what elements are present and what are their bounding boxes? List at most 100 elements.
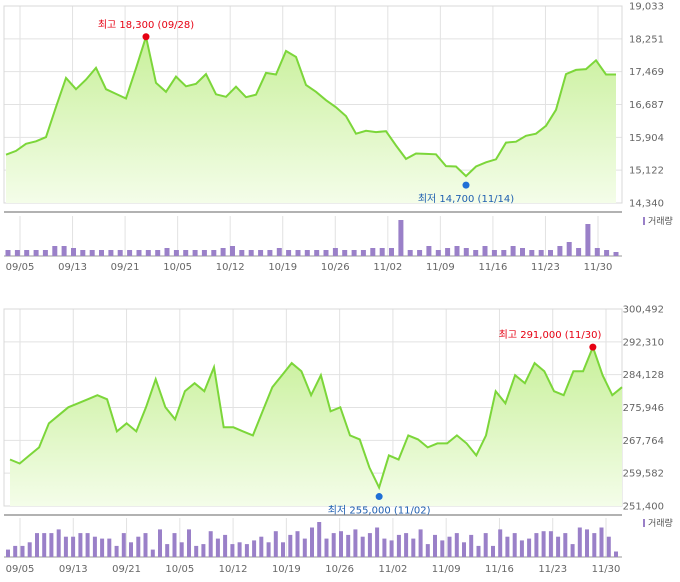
chart-1-volume-bar: [323, 250, 329, 256]
chart-2-volume-bar: [215, 538, 220, 557]
chart-2-volume-bar: [6, 549, 10, 557]
chart-2-volume-bar: [462, 542, 466, 557]
chart-2-volume-bar: [353, 529, 358, 557]
chart-1-volume-bar: [482, 246, 488, 256]
chart-2-volume-bar: [519, 540, 524, 557]
chart-2-volume-bar: [404, 533, 409, 557]
chart-2-x-tick-label: 09/13: [59, 564, 88, 575]
chart-1-volume-bar: [407, 250, 413, 256]
chart-2-volume-bar: [92, 536, 97, 557]
chart-1-volume-bar: [435, 250, 441, 256]
chart-2-volume-bar: [20, 545, 25, 557]
chart-2-volume-bar: [527, 538, 532, 557]
chart-2-volume-bar: [592, 533, 597, 557]
chart-1-x-tick-label: 10/26: [321, 262, 350, 272]
chart-2-x-tick-label: 10/19: [272, 564, 301, 575]
chart-1-volume-bar: [463, 248, 469, 256]
chart-2-y-tick-labels: 300,492 292,310 284,128 275,946 267,764 259,5…: [623, 305, 664, 513]
chart-2-volume-bar: [114, 545, 119, 557]
chart-2-volume-bar: [259, 536, 264, 557]
chart-2-max-marker: [589, 343, 597, 351]
chart-2-volume-bar: [158, 529, 162, 557]
chart-1-y-tick-label: 14,340: [629, 199, 664, 210]
chart-2-price-line: [9, 344, 623, 491]
chart-1-volume-bar: [510, 246, 516, 256]
chart-1-volume-bar: [295, 250, 301, 256]
chart-1-volume-bar: [286, 250, 292, 256]
chart-1-volume-bar: [155, 250, 161, 256]
chart-1-volume-bar: [80, 250, 86, 256]
chart-2-volume-bar: [498, 529, 503, 557]
chart-1-volume-bar: [604, 250, 610, 256]
chart-2-volume-bar: [563, 533, 568, 557]
chart-2-volume-bar: [150, 549, 155, 557]
chart-1-y-tick-label: 17,469: [629, 67, 664, 78]
chart-1-volume-bar: [248, 250, 254, 256]
chart-1-volume-bar: [258, 250, 264, 256]
chart-1-volume-bar: [370, 248, 376, 256]
chart-2-volume-bar: [440, 540, 445, 557]
chart-1-volume-bar: [201, 250, 207, 256]
chart-1-volume-bar: [5, 250, 11, 256]
chart-2-volume-bar: [367, 533, 372, 557]
chart-1-x-tick-label: 10/12: [216, 262, 245, 272]
chart-2-volume-bar: [244, 544, 249, 557]
chart-2-min-annotation: 최저 255,000 (11/02): [328, 505, 431, 517]
chart-1-volume-bar: [183, 250, 189, 256]
chart-1: 19,033 18,251 17,469 16,687 15,904 15,122 14,3…: [3, 2, 673, 272]
chart-1-volume-bar: [127, 250, 133, 256]
chart-1-volume-bar: [173, 250, 179, 256]
chart-2-volume-bar: [556, 536, 561, 557]
chart-1-volume-bar: [585, 224, 591, 256]
chart-2-volume-bar: [27, 542, 32, 557]
chart-2-volume-bar: [35, 533, 39, 557]
chart-1-max-annotation: 최고 18,300 (09/28): [98, 19, 194, 31]
chart-2-y-tick-label: 259,582: [623, 469, 664, 480]
chart-2-volume-bar: [187, 529, 191, 557]
chart-1-volume-bar: [342, 250, 348, 256]
chart-1-volume-bar: [557, 246, 563, 256]
chart-1-volume-bar: [332, 248, 338, 256]
chart-2-volume-bar: [324, 538, 329, 557]
chart-1-volume-bar: [108, 250, 114, 256]
chart-1-x-tick-label: 10/19: [268, 262, 297, 272]
chart-2-x-tick-label: 09/21: [112, 564, 141, 575]
chart-1-x-tick-label: 11/30: [584, 262, 613, 272]
chart-1-volume-bar: [24, 250, 30, 256]
chart-1-volume-bar: [491, 250, 497, 256]
chart-2-volume-bar: [614, 551, 618, 557]
chart-2-volume-bar: [273, 531, 278, 557]
chart-1-volume-bar: [192, 250, 198, 256]
chart-2-volume-bar: [129, 542, 133, 557]
chart-2-volume-bar: [295, 531, 300, 557]
chart-1-volume-bar: [538, 250, 544, 256]
chart-2-volume-bar: [375, 527, 380, 557]
chart-1-volume-bar: [136, 250, 142, 256]
chart-2-volume-bar: [63, 536, 68, 557]
chart-2-y-tick-label: 292,310: [623, 337, 664, 348]
chart-2-volume-bar: [599, 527, 604, 557]
chart-1-volume-bar: [14, 250, 20, 256]
chart-2-volume-bar: [56, 529, 61, 557]
chart-2-volume-bar: [389, 540, 394, 557]
chart-2-volume-bar: [331, 533, 336, 557]
chart-1-y-tick-label: 18,251: [629, 34, 664, 45]
chart-1-x-tick-label: 09/21: [111, 262, 140, 272]
chart-1-volume-bar: [473, 250, 479, 256]
chart-2-y-tick-label: 300,492: [623, 305, 664, 316]
chart-1-x-tick-label: 09/05: [6, 262, 35, 272]
chart-2-y-tick-label: 267,764: [623, 436, 664, 447]
chart-1-y-tick-label: 15,122: [629, 166, 664, 177]
chart-2-volume-bar: [165, 544, 170, 557]
chart-2-volume-bar: [310, 527, 314, 557]
chart-2-volume-bar: [570, 544, 575, 557]
chart-1-volume-bar: [145, 250, 151, 256]
chart-1-volume-bar: [99, 250, 104, 256]
chart-2-volume-bar: [483, 533, 488, 557]
chart-2-volume-bar: [85, 533, 90, 557]
chart-1-max-marker: [142, 33, 150, 41]
chart-2-volume-bar: [230, 544, 235, 557]
chart-2-min-marker: [375, 493, 383, 501]
chart-2-x-tick-label: 11/23: [538, 564, 567, 575]
chart-2-x-tick-label: 11/30: [592, 564, 621, 575]
